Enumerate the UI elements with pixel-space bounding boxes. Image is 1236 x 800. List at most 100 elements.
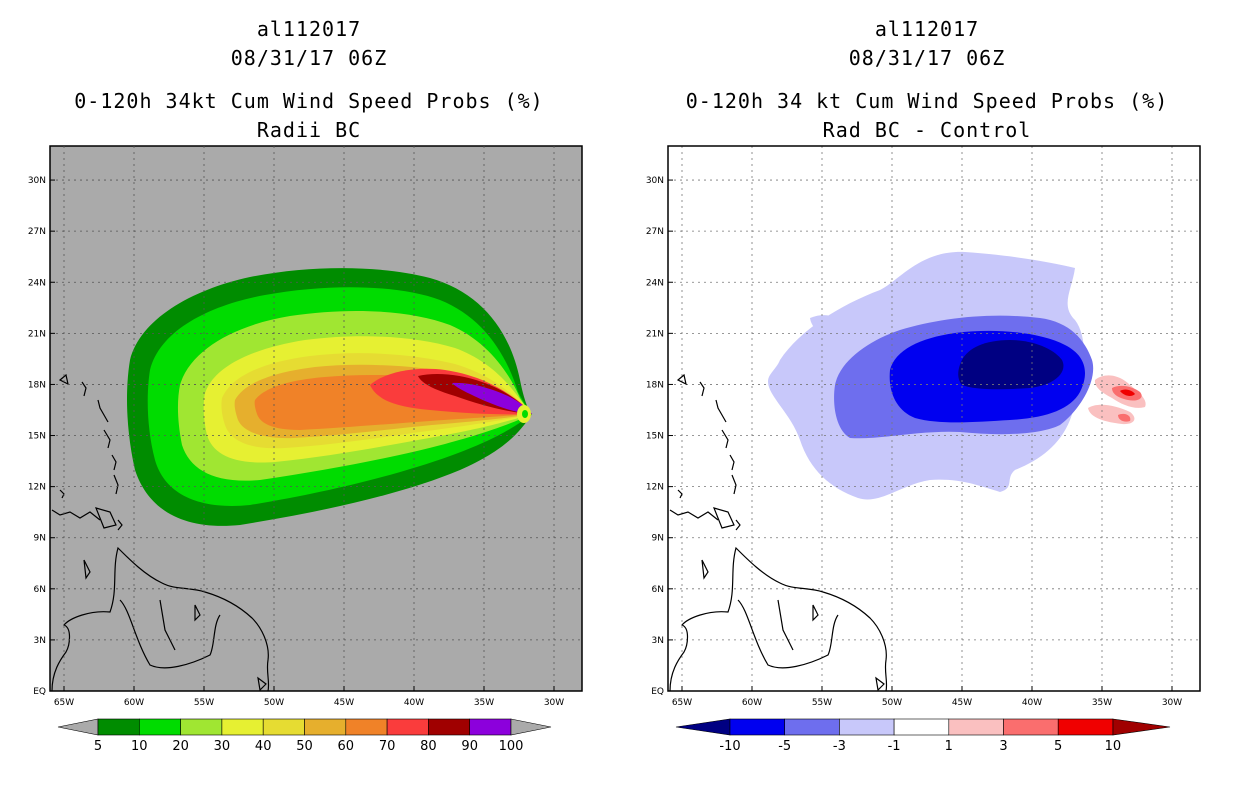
left-colorbar-swatch: [469, 718, 512, 736]
diff-band-plus5: [1120, 389, 1135, 396]
left-colorbar-label: 90: [461, 739, 478, 754]
lat-tick-label: 9N: [34, 534, 46, 544]
lat-tick-label: 9N: [652, 534, 664, 544]
lat-tick-label: 3N: [34, 636, 46, 646]
lat-tick-label: 18N: [28, 380, 46, 390]
left-colorbar-swatch: [221, 718, 264, 736]
left-colorbar-swatch: [180, 718, 223, 736]
lat-tick-label: 12N: [646, 483, 664, 493]
right-colorbar-labels: -10 -5 -3 -1 1 3 5 10: [719, 739, 1121, 754]
diff-band-minus1-detached: [810, 315, 842, 338]
left-colorbar: 5 10 20 30 40 50 60 70 80 90 100: [57, 718, 552, 754]
left-colorbar-label: 40: [255, 739, 272, 754]
right-colorbar-boxes: [729, 718, 1114, 736]
lon-tick-label: 55W: [812, 698, 832, 708]
lat-tick-label: EQ: [33, 687, 46, 697]
left-colorbar-label: 30: [214, 739, 231, 754]
left-colorbar-swatch: [97, 718, 140, 736]
lon-tick-label: 50W: [882, 698, 902, 708]
lon-tick-label: 65W: [54, 698, 74, 708]
left-gridlines: [50, 146, 582, 691]
lon-tick-label: 60W: [742, 698, 762, 708]
right-colorbar-label: 3: [999, 739, 1007, 754]
lat-tick-label: 3N: [652, 636, 664, 646]
left-colorbar-label: 80: [420, 739, 437, 754]
right-colorbar-swatch: [948, 718, 1004, 736]
left-colorbar-label: 50: [296, 739, 313, 754]
lat-tick-label: 24N: [28, 278, 46, 288]
right-colorbar-swatch: [839, 718, 895, 736]
lon-tick-label: 35W: [474, 698, 494, 708]
left-colorbar-swatch: [304, 718, 347, 736]
lat-tick-label: 15N: [28, 432, 46, 442]
left-colorbar-label: 60: [338, 739, 355, 754]
left-colorbar-swatch: [386, 718, 429, 736]
lat-tick-label: EQ: [651, 687, 664, 697]
diff-band-plus3-lower: [1118, 413, 1131, 422]
right-colorbar-label: 1: [945, 739, 953, 754]
right-gridlines: [668, 146, 1200, 691]
left-probability-field: [127, 268, 533, 526]
lat-tick-label: 30N: [28, 176, 46, 186]
right-colorbar: -10 -5 -3 -1 1 3 5 10: [675, 718, 1171, 754]
lon-tick-label: 50W: [264, 698, 284, 708]
lon-tick-label: 40W: [1022, 698, 1042, 708]
left-map-frame: [49, 145, 583, 692]
right-colorbar-label: 10: [1105, 739, 1122, 754]
lon-tick-label: 30W: [1162, 698, 1182, 708]
left-colorbar-low-arrow: [57, 718, 99, 736]
right-colorbar-swatch: [729, 718, 786, 736]
left-colorbar-label: 20: [172, 739, 189, 754]
right-colorbar-swatch: [893, 718, 950, 736]
right-storm-id: al112017: [874, 17, 980, 41]
left-colorbar-high-arrow: [510, 718, 552, 736]
right-colorbar-label: -5: [778, 739, 791, 754]
right-colorbar-swatch: [1057, 718, 1114, 736]
left-colorbar-swatch: [262, 718, 305, 736]
right-datetime: 08/31/17 06Z: [848, 46, 1006, 70]
left-colorbar-labels: 5 10 20 30 40 50 60 70 80 90 100: [94, 739, 524, 754]
lon-tick-label: 55W: [194, 698, 214, 708]
left-datetime: 08/31/17 06Z: [230, 46, 388, 70]
left-panel-title: al112017 08/31/17 06Z 0-120h 34kt Cum Wi…: [29, 15, 589, 145]
left-subtitle: Radii BC: [256, 118, 362, 142]
left-title-text: 0-120h 34kt Cum Wind Speed Probs (%): [74, 89, 544, 113]
left-colorbar-boxes: [97, 718, 512, 736]
right-subtitle: Rad BC - Control: [822, 118, 1032, 142]
right-map-frame: [667, 145, 1201, 692]
right-colorbar-label: -3: [833, 739, 846, 754]
right-colorbar-label: -10: [719, 739, 740, 754]
lat-tick-label: 12N: [28, 483, 46, 493]
right-colorbar-label: 5: [1054, 739, 1062, 754]
lon-tick-label: 60W: [124, 698, 144, 708]
left-map: EQ 3N 6N 9N 12N 15N 18N 21N 24N 27N 30N 65W 60W 55W 50…: [28, 145, 583, 708]
right-colorbar-label: -1: [888, 739, 901, 754]
lat-tick-label: 15N: [646, 432, 664, 442]
right-title-text: 0-120h 34 kt Cum Wind Speed Probs (%): [685, 89, 1169, 113]
right-colorbar-swatch: [784, 718, 840, 736]
lon-tick-label: 40W: [404, 698, 424, 708]
lat-tick-label: 24N: [646, 278, 664, 288]
lat-tick-label: 18N: [646, 380, 664, 390]
lon-tick-label: 65W: [672, 698, 692, 708]
right-difference-field: [767, 251, 1146, 500]
lat-tick-label: 6N: [652, 585, 664, 595]
diff-band-minus10: [958, 340, 1064, 390]
lon-tick-label: 45W: [952, 698, 972, 708]
lat-tick-label: 21N: [28, 329, 46, 339]
right-coastlines: [669, 373, 888, 691]
storm-center-inner: [522, 410, 528, 418]
lon-tick-label: 45W: [334, 698, 354, 708]
left-colorbar-swatch: [345, 718, 388, 736]
left-colorbar-label: 70: [379, 739, 396, 754]
left-colorbar-label: 100: [499, 739, 524, 754]
left-colorbar-swatch: [139, 718, 181, 736]
lat-tick-label: 27N: [646, 227, 664, 237]
right-colorbar-low-arrow: [675, 718, 731, 736]
lon-tick-label: 35W: [1092, 698, 1112, 708]
left-storm-id: al112017: [256, 17, 362, 41]
lat-tick-label: 27N: [28, 227, 46, 237]
right-axis-ticks: EQ 3N 6N 9N 12N 15N 18N 21N 24N 27N 30N 65W 60W 55W 50…: [646, 176, 1182, 708]
left-coastlines: [51, 373, 270, 691]
